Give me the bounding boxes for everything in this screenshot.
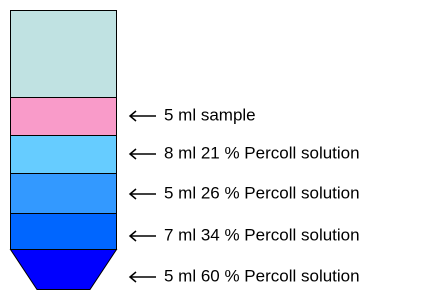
layer-label: 5 ml 60 % Percoll solution bbox=[164, 266, 360, 285]
layer-sample bbox=[11, 98, 117, 136]
layer-60 bbox=[11, 250, 117, 290]
arrow bbox=[130, 149, 156, 159]
layer-label: 5 ml 26 % Percoll solution bbox=[164, 183, 360, 202]
layer-label: 8 ml 21 % Percoll solution bbox=[164, 143, 360, 162]
layer-34 bbox=[11, 214, 117, 250]
arrow bbox=[130, 231, 156, 241]
tube bbox=[11, 11, 117, 290]
gradient-diagram: 5 ml sample 8 ml 21 % Percoll solution 5… bbox=[0, 0, 430, 290]
layer-label: 7 ml 34 % Percoll solution bbox=[164, 225, 360, 244]
arrow bbox=[130, 272, 156, 282]
tube-top bbox=[11, 11, 117, 98]
arrows bbox=[130, 111, 156, 282]
arrow bbox=[130, 111, 156, 121]
arrow bbox=[130, 189, 156, 199]
layer-26 bbox=[11, 174, 117, 214]
layer-label: 5 ml sample bbox=[164, 105, 256, 124]
layer-21 bbox=[11, 136, 117, 174]
